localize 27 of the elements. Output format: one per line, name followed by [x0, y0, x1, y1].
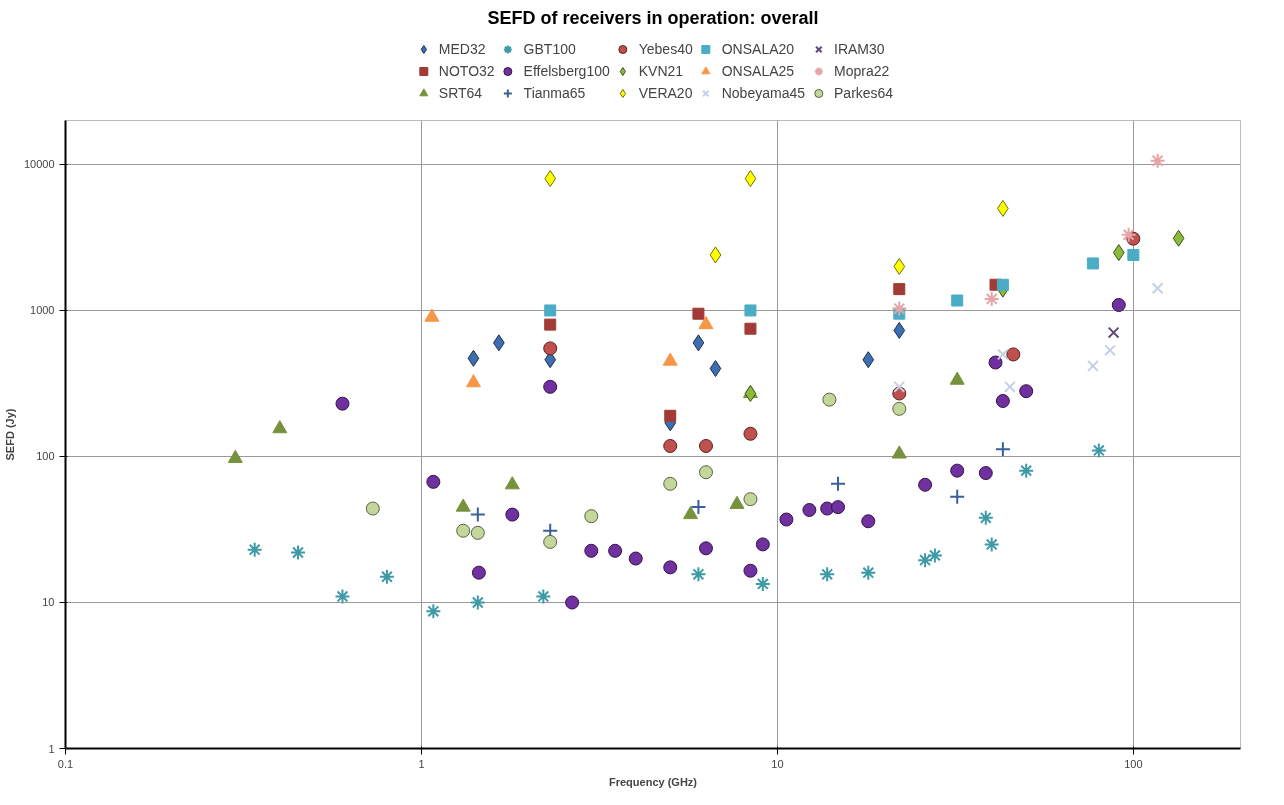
x-axis-title: Frequency (GHz) — [608, 775, 698, 788]
y-tick-label: 1000 — [30, 304, 55, 317]
legend-label: Yebes40 — [638, 41, 693, 57]
legend-label: Mopra22 — [834, 63, 890, 79]
y-tick-label: 10000 — [23, 158, 55, 171]
legend-label: ONSALA25 — [721, 63, 795, 79]
legend-label: IRAM30 — [834, 41, 885, 57]
legend-label: Effelsberg100 — [523, 63, 610, 79]
legend-label: Parkes64 — [834, 85, 894, 101]
legend-label: VERA20 — [638, 85, 693, 101]
y-axis-title: SEFD (Jy) — [3, 408, 16, 461]
legend-label: Nobeyama45 — [721, 85, 806, 101]
legend-label: MED32 — [438, 41, 486, 57]
x-tick-label: 10 — [771, 757, 784, 770]
legend-label: ONSALA20 — [721, 41, 795, 57]
chart-title: SEFD of receivers in operation: overall — [487, 7, 819, 28]
x-tick-label: 100 — [1124, 757, 1143, 770]
legend-label: KVN21 — [638, 63, 684, 79]
legend-label: GBT100 — [523, 41, 576, 57]
x-tick-label: 1 — [418, 757, 425, 770]
y-tick-label: 1 — [48, 742, 55, 755]
legend-label: Tianma65 — [523, 85, 586, 101]
y-tick-label: 100 — [36, 450, 55, 463]
y-tick-label: 10 — [42, 596, 55, 609]
legend-label: NOTO32 — [438, 63, 495, 79]
x-tick-label: 0.1 — [57, 757, 74, 770]
legend-label: SRT64 — [438, 85, 483, 101]
